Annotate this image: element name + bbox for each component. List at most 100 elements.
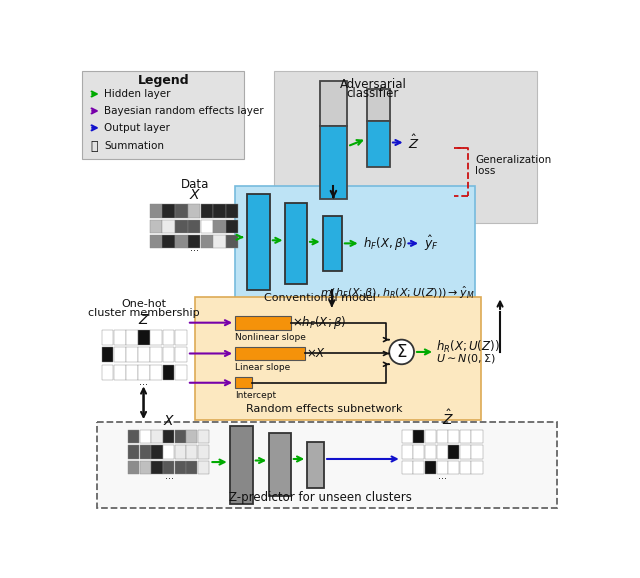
Bar [128,445,140,458]
Bar [230,426,253,505]
Bar [188,204,200,217]
Bar [274,71,537,223]
Bar [150,347,162,362]
Bar [175,235,188,249]
Bar [472,429,483,443]
Bar [140,461,151,474]
Bar [201,204,213,217]
Bar [198,429,209,443]
Bar [246,194,270,290]
Text: $\hat{Z}$: $\hat{Z}$ [442,409,454,428]
Text: Output layer: Output layer [104,123,170,133]
Bar [163,429,174,443]
Text: classifier: classifier [347,87,399,100]
Text: ...: ... [139,377,148,387]
Text: cluster membership: cluster membership [88,308,200,318]
Bar [307,442,324,488]
Text: $m(h_F(X;\beta), h_R(X;U(Z))) \rightarrow \hat{y}_M$: $m(h_F(X;\beta), h_R(X;U(Z))) \rightarro… [320,284,475,301]
Bar [138,329,150,344]
Bar [175,445,186,458]
Bar [402,445,413,458]
Bar [163,347,174,362]
Bar [320,125,348,199]
Text: $\times X$: $\times X$ [307,347,326,360]
Bar [114,347,125,362]
Bar [198,461,209,474]
Text: Nonlinear slope: Nonlinear slope [235,333,306,342]
Bar [126,329,138,344]
Bar [163,445,174,458]
Bar [226,204,239,217]
Text: $U \sim N(0, \Sigma)$: $U \sim N(0, \Sigma)$ [436,351,496,365]
Text: $Z$: $Z$ [138,313,150,327]
Text: ...: ... [164,471,173,481]
Text: $\hat{y}_F$: $\hat{y}_F$ [424,234,439,253]
Bar [175,365,187,380]
Bar [163,461,174,474]
Bar [150,329,162,344]
Bar [150,365,162,380]
Text: $\times h_F(X;\beta)$: $\times h_F(X;\beta)$ [292,314,347,331]
Bar [83,71,244,160]
Text: Bayesian random effects layer: Bayesian random effects layer [104,106,264,116]
Text: ...: ... [190,243,199,253]
Bar [460,461,471,474]
Text: Intercept: Intercept [235,391,276,400]
Text: Random effects subnetwork: Random effects subnetwork [246,405,403,414]
Circle shape [389,340,414,364]
Text: $X$: $X$ [163,414,175,428]
Bar [140,429,151,443]
Bar [320,81,348,125]
Bar [413,445,424,458]
Bar [448,461,460,474]
Bar [195,297,481,420]
Bar [128,461,140,474]
Text: Z-predictor for unseen clusters: Z-predictor for unseen clusters [229,491,412,505]
Bar [97,422,557,508]
Text: Data: Data [180,178,209,191]
Bar [413,461,424,474]
Bar [150,204,162,217]
Bar [163,235,175,249]
Bar [163,204,175,217]
Text: Generalization
loss: Generalization loss [476,155,552,176]
Bar [269,433,291,496]
Text: Adversarial: Adversarial [339,78,406,91]
Bar [188,235,200,249]
Bar [413,429,424,443]
Bar [163,220,175,233]
Bar [175,204,188,217]
Bar [128,429,140,443]
Bar [436,429,448,443]
Text: Legend: Legend [138,73,189,87]
Bar [460,445,471,458]
Bar [201,235,213,249]
Bar [448,445,460,458]
Bar [472,461,483,474]
Bar [126,347,138,362]
Bar [186,445,197,458]
Bar [151,461,163,474]
Bar [367,121,390,167]
Bar [213,220,226,233]
Text: $\hat{Z}$: $\hat{Z}$ [408,134,419,151]
Bar [186,461,197,474]
Bar [102,329,113,344]
Bar [138,365,150,380]
Text: $X$: $X$ [189,188,201,202]
Bar [114,329,125,344]
Bar [235,316,291,329]
Text: Σ: Σ [396,343,407,361]
Text: Summation: Summation [104,142,164,151]
Bar [323,216,342,271]
Bar [188,220,200,233]
Bar [436,461,448,474]
Bar [175,429,186,443]
Bar [213,235,226,249]
Bar [186,429,197,443]
Bar [126,365,138,380]
Bar [201,220,213,233]
Bar [402,461,413,474]
Bar [425,461,436,474]
Text: Hidden layer: Hidden layer [104,89,170,99]
